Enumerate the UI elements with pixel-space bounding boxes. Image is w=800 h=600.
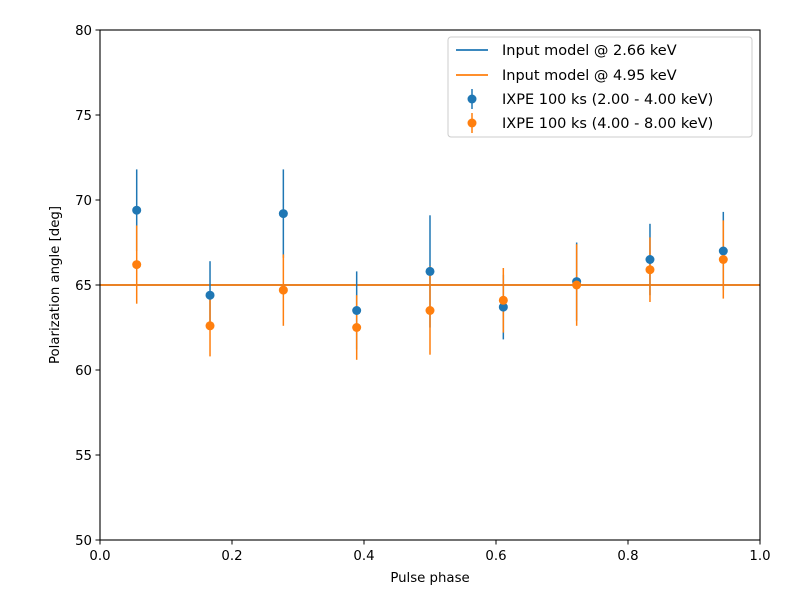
- data-point-s0-1: [205, 290, 215, 300]
- data-point-s0-4: [425, 266, 435, 276]
- data-point-s1-8: [718, 255, 728, 264]
- y-tick-label-6: 80: [75, 24, 92, 39]
- data-point-s0-5: [498, 302, 508, 312]
- data-point-s0-7: [645, 255, 655, 264]
- legend-box: [447, 36, 753, 138]
- data-point-s1-5: [498, 295, 508, 305]
- x-tick-label-5: 1.0: [749, 549, 770, 564]
- data-point-s0-8: [718, 246, 728, 256]
- y-tick-label-2: 60: [75, 364, 92, 379]
- data-point-s1-7: [645, 265, 655, 275]
- y-axis-label: Polarization angle [deg]: [48, 206, 63, 364]
- y-tick-label-4: 70: [75, 194, 92, 209]
- x-tick-label-1: 0.2: [221, 549, 242, 564]
- y-tick-label-5: 75: [75, 109, 92, 124]
- data-point-s0-3: [352, 306, 362, 315]
- data-point-s1-0: [132, 260, 142, 270]
- data-point-s1-6: [572, 280, 582, 290]
- legend-marker-low: [467, 94, 477, 104]
- x-tick-label-4: 0.8: [617, 549, 638, 564]
- data-point-s1-2: [278, 285, 288, 295]
- x-tick-label-0: 0.0: [89, 549, 110, 564]
- legend: Input model @ 2.66 keV Input model @ 4.9…: [447, 36, 753, 138]
- x-tick-label-2: 0.4: [353, 549, 374, 564]
- data-point-s1-3: [352, 323, 362, 332]
- y-tick-label-3: 65: [75, 279, 92, 294]
- axis-ticks: 0.0 0.2 0.4 0.6 0.8 1.0 50 55 60 65 70 75 80: [75, 24, 771, 564]
- data-point-s1-1: [205, 321, 215, 331]
- y-tick-label-1: 55: [75, 449, 92, 464]
- x-tick-label-3: 0.6: [485, 549, 506, 564]
- legend-marker-high: [467, 118, 477, 128]
- legend-label-series-high: IXPE 100 ks (4.00 - 8.00 keV): [502, 116, 713, 132]
- legend-label-line-2-66: Input model @ 2.66 keV: [502, 43, 677, 59]
- data-point-s1-4: [425, 306, 435, 315]
- axes-frame: [99, 29, 761, 541]
- data-point-s0-0: [132, 205, 142, 215]
- legend-label-line-4-95: Input model @ 4.95 keV: [502, 68, 677, 84]
- legend-label-series-low: IXPE 100 ks (2.00 - 4.00 keV): [502, 92, 713, 108]
- x-axis-label: Pulse phase: [390, 571, 469, 586]
- y-tick-label-0: 50: [75, 534, 92, 549]
- data-point-s0-2: [278, 209, 288, 219]
- plot-area: [100, 169, 760, 360]
